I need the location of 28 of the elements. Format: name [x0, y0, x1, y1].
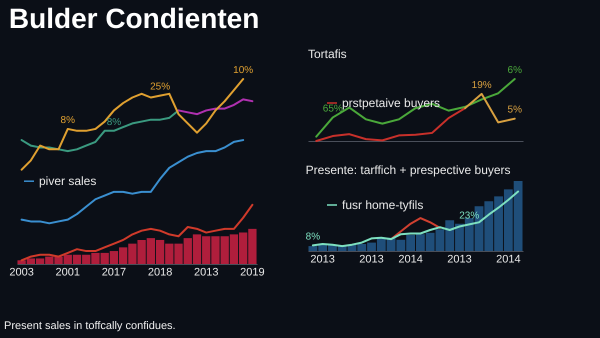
x-tick-label: 2013	[194, 266, 218, 278]
text: Present sales in toffcally confidues.	[4, 320, 176, 332]
annotation: 65%	[322, 103, 343, 114]
annotation: 5%	[508, 104, 522, 116]
x-tick-label: 2019	[240, 266, 265, 278]
x-tick-label: 2017	[102, 266, 126, 278]
annotation: 19%	[472, 80, 492, 91]
x-tick-label: 2001	[56, 266, 80, 278]
x-tick-label: 2013	[359, 254, 384, 266]
x-tick-label: 2014	[496, 254, 521, 266]
x-tick-label: 2003	[9, 266, 34, 278]
legend-label: fusr home-tyfils	[342, 198, 424, 212]
annotation: 23%	[459, 210, 480, 222]
annotation: 8%	[106, 116, 122, 128]
x-tick-label: 2014	[398, 254, 423, 266]
x-tick-label: 2013	[310, 254, 335, 266]
chart-title: Presente: tarffich + prespective buyers	[306, 163, 511, 177]
legend-label: piver sales	[39, 174, 96, 188]
x-tick-label: 2013	[447, 254, 472, 266]
annotation: 6%	[508, 65, 522, 76]
chart-title: Tortafis	[308, 47, 347, 61]
chart-title: Bulder Condienten	[8, 3, 260, 34]
annotation: 25%	[150, 82, 170, 93]
legend-label: prstpetaive buyers	[342, 96, 440, 110]
annotation: 8%	[60, 114, 76, 126]
annotation: 8%	[306, 231, 320, 242]
annotation: 10%	[233, 65, 254, 76]
x-tick-label: 2018	[148, 266, 172, 278]
